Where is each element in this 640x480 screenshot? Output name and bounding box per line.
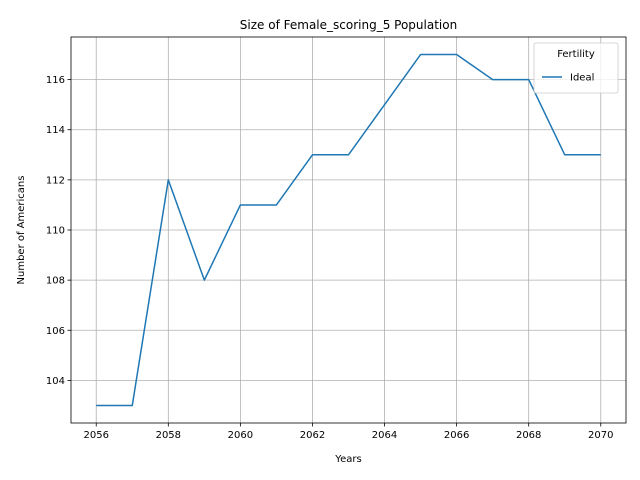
x-tick-label: 2058 xyxy=(156,430,181,441)
x-tick-label: 2056 xyxy=(84,430,109,441)
y-tick-label: 110 xyxy=(46,226,65,237)
x-tick-label: 2062 xyxy=(300,430,325,441)
plot-lines xyxy=(96,53,601,407)
legend-title: Fertility xyxy=(557,49,595,60)
x-tick-label: 2066 xyxy=(444,430,469,441)
y-tick-label: 104 xyxy=(46,376,65,387)
chart-title: Size of Female_scoring_5 Population xyxy=(240,18,457,32)
y-axis-title: Number of Americans xyxy=(16,176,27,285)
y-tick-label: 108 xyxy=(46,276,65,287)
x-axis-title: Years xyxy=(334,454,361,465)
x-tick-label: 2068 xyxy=(516,430,541,441)
x-tick-label: 2060 xyxy=(228,430,253,441)
y-tick-label: 116 xyxy=(46,75,65,86)
y-tick-label: 106 xyxy=(46,326,65,337)
x-tick-label: 2070 xyxy=(588,430,613,441)
x-axis-ticks: 2056 2058 2060 2062 2064 2066 2068 2070 xyxy=(84,423,613,441)
legend: Fertility Ideal xyxy=(533,42,619,94)
grid-lines xyxy=(71,37,626,423)
legend-label: Ideal xyxy=(570,73,594,84)
series-line-ideal xyxy=(96,53,601,407)
y-axis-ticks: 104 106 108 110 112 114 116 xyxy=(46,75,71,387)
y-tick-label: 114 xyxy=(46,125,65,136)
legend-box xyxy=(533,42,619,94)
y-tick-label: 112 xyxy=(46,175,65,186)
x-tick-label: 2064 xyxy=(372,430,397,441)
legend-entries: Ideal xyxy=(542,73,594,84)
